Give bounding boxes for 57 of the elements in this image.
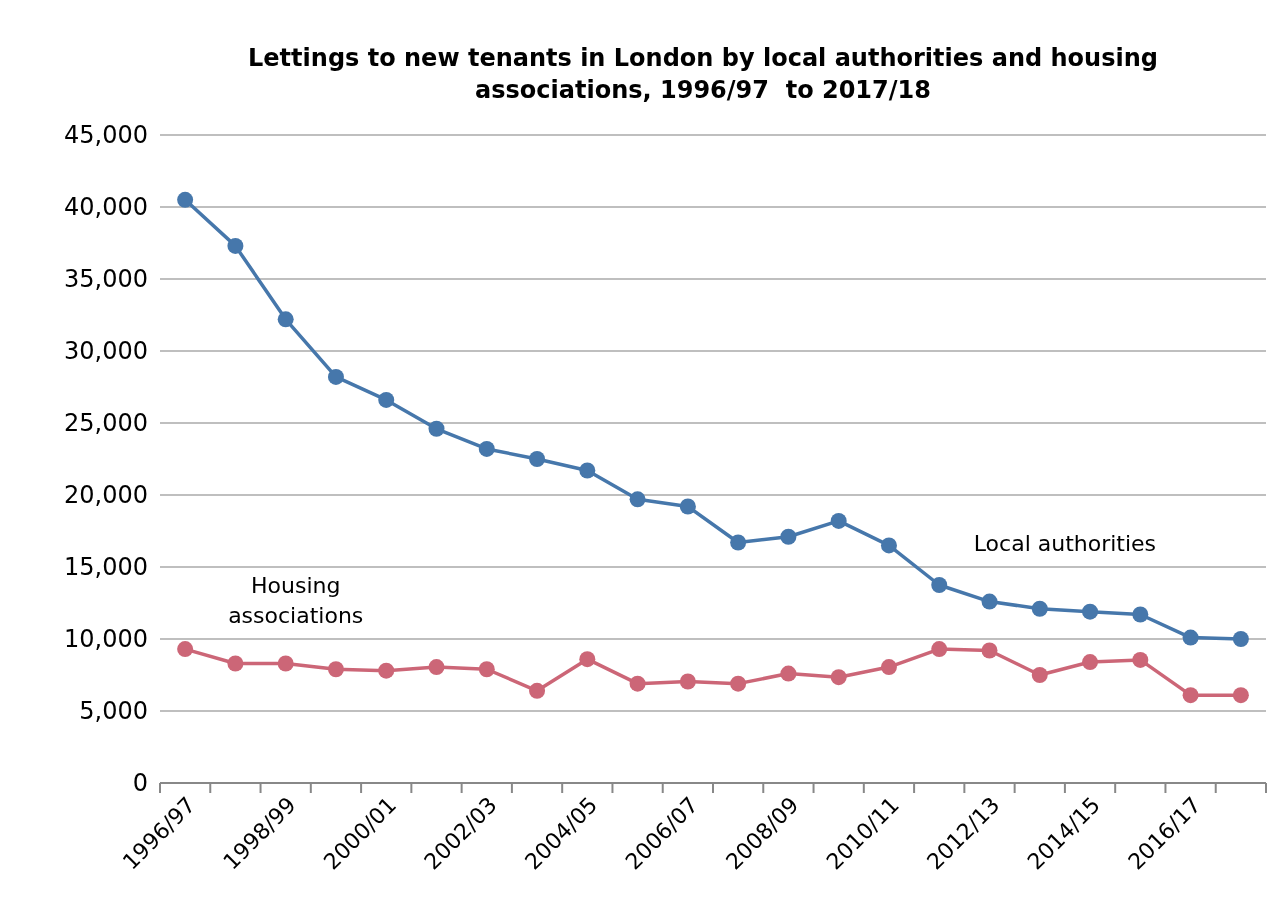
point (1182, 687, 1199, 704)
point (880, 659, 897, 676)
point (730, 534, 747, 551)
y-tick-label: 10,000 (64, 625, 148, 654)
point (1182, 629, 1199, 646)
point (1082, 603, 1099, 620)
y-tick-label: 45,000 (64, 121, 148, 150)
point (1031, 600, 1048, 617)
point (679, 498, 696, 515)
point (478, 440, 495, 457)
point (277, 311, 294, 328)
point (780, 665, 797, 682)
point (1232, 687, 1249, 704)
point (428, 420, 445, 437)
y-tick-label: 30,000 (64, 337, 148, 366)
point (880, 537, 897, 554)
point (1031, 667, 1048, 683)
point (730, 675, 747, 692)
y-tick-label: 15,000 (64, 553, 148, 582)
point (1082, 654, 1099, 671)
point (1132, 606, 1149, 623)
y-tick-label: 40,000 (64, 193, 148, 222)
series-label: Housing associations (228, 573, 364, 629)
point (1132, 651, 1149, 668)
series-label: Local authorities (973, 530, 1157, 556)
y-tick-label: 35,000 (64, 265, 148, 294)
point (579, 462, 596, 479)
y-tick-label: 20,000 (64, 481, 148, 510)
point (931, 641, 948, 658)
point (529, 682, 546, 699)
point (830, 669, 847, 686)
point (629, 491, 646, 508)
point (1232, 631, 1249, 647)
point (780, 528, 797, 545)
point (327, 661, 344, 678)
y-tick-label: 5,000 (79, 697, 148, 726)
point (177, 641, 194, 658)
y-tick-label: 0 (132, 769, 148, 798)
point (981, 642, 998, 659)
point (177, 191, 194, 208)
point (931, 577, 948, 593)
point (679, 673, 696, 690)
point (428, 659, 445, 676)
point (579, 651, 596, 668)
point (830, 512, 847, 529)
point (327, 368, 344, 385)
point (629, 675, 646, 692)
point (378, 391, 395, 408)
point (478, 661, 495, 678)
chart-title: Lettings to new tenants in London by local authorities and housing associations, 1996/97 to 2017/18 (248, 44, 1158, 104)
point (227, 655, 244, 672)
point (529, 451, 546, 467)
point (981, 593, 998, 610)
point (227, 237, 244, 254)
point (378, 662, 395, 679)
point (277, 655, 294, 672)
y-tick-label: 25,000 (64, 409, 148, 438)
